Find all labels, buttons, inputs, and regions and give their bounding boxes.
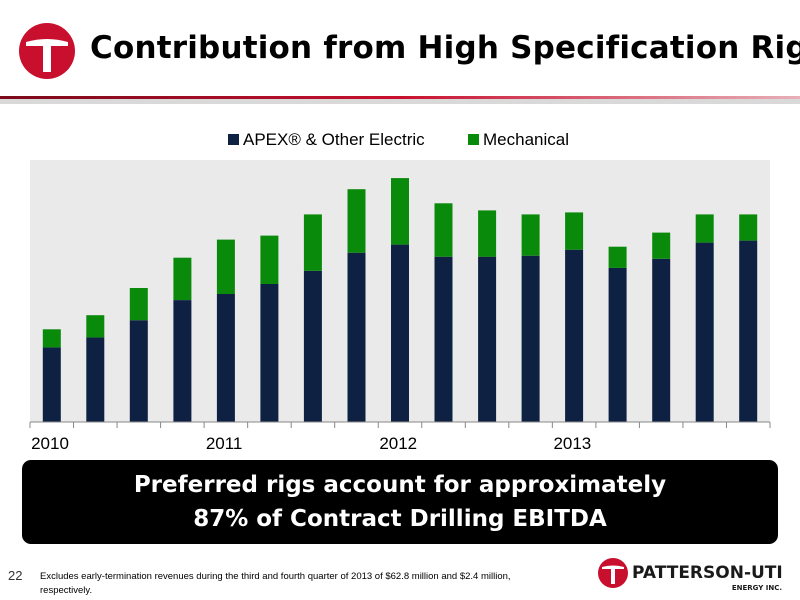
- bar-electric-2: [129, 320, 148, 422]
- legend-swatch-1: [468, 134, 479, 145]
- brand-subtitle: ENERGY INC.: [732, 584, 782, 592]
- bar-electric-12: [565, 249, 584, 422]
- bar-electric-1: [86, 337, 105, 422]
- key-takeaway-callout: Preferred rigs account for approximately…: [22, 460, 778, 544]
- bar-electric-7: [347, 252, 366, 422]
- bar-mechanical-13: [608, 246, 627, 268]
- bar-mechanical-9: [434, 203, 453, 257]
- callout-line-1: Preferred rigs account for approximately: [133, 472, 667, 498]
- bar-mechanical-16: [739, 214, 758, 241]
- bar-mechanical-1: [86, 315, 105, 338]
- footnote: Excludes early-termination revenues duri…: [40, 571, 511, 596]
- bar-electric-9: [434, 256, 453, 422]
- page-title: Contribution from High Specification Rig…: [90, 30, 800, 66]
- legend-label-1: Mechanical: [483, 130, 569, 149]
- bar-mechanical-2: [129, 288, 148, 321]
- stacked-bar-chart: APEX® & Other Electric Mechanical 2010 201…: [29, 130, 771, 453]
- bar-mechanical-0: [42, 329, 61, 348]
- bar-electric-10: [478, 256, 497, 422]
- x-tick-label-2013: 2013: [553, 434, 591, 453]
- bar-electric-0: [42, 347, 61, 422]
- bar-electric-13: [608, 267, 627, 422]
- bar-mechanical-5: [260, 235, 279, 284]
- legend-swatch-0: [228, 134, 239, 145]
- bar-mechanical-15: [695, 214, 714, 243]
- brand-name: PATTERSON-UTI: [632, 563, 783, 583]
- bar-mechanical-10: [478, 210, 497, 257]
- company-logo-icon: [19, 23, 75, 79]
- bar-electric-16: [739, 240, 758, 422]
- bar-mechanical-11: [521, 214, 540, 256]
- bar-mechanical-8: [391, 178, 409, 245]
- bar-mechanical-14: [652, 232, 671, 259]
- bar-mechanical-3: [173, 257, 192, 300]
- bar-electric-5: [260, 283, 279, 422]
- bar-mechanical-4: [216, 239, 235, 294]
- title-divider: [0, 96, 800, 104]
- bar-electric-15: [695, 242, 714, 422]
- bar-electric-11: [521, 255, 540, 422]
- callout-line-2: 87% of Contract Drilling EBITDA: [193, 506, 607, 532]
- bar-electric-3: [173, 300, 192, 422]
- chart-legend: APEX® & Other Electric Mechanical: [228, 130, 569, 149]
- chart-bars: [42, 178, 758, 422]
- legend-label-0: APEX® & Other Electric: [243, 130, 425, 149]
- x-tick-label-2012: 2012: [379, 434, 417, 453]
- bar-mechanical-12: [565, 212, 584, 250]
- patterson-uti-logo: PATTERSON-UTI ENERGY INC.: [598, 558, 783, 592]
- x-tick-label-2010: 2010: [31, 434, 69, 453]
- x-tick-label-2011: 2011: [206, 434, 243, 453]
- bar-mechanical-7: [347, 189, 366, 253]
- bar-electric-4: [216, 294, 235, 422]
- page-number: 22: [8, 568, 23, 583]
- bar-electric-14: [652, 258, 671, 422]
- bar-mechanical-6: [303, 214, 322, 271]
- bar-electric-8: [391, 244, 409, 422]
- bar-electric-6: [303, 270, 322, 422]
- x-axis: 2010 2011 2012 2013: [29, 421, 771, 453]
